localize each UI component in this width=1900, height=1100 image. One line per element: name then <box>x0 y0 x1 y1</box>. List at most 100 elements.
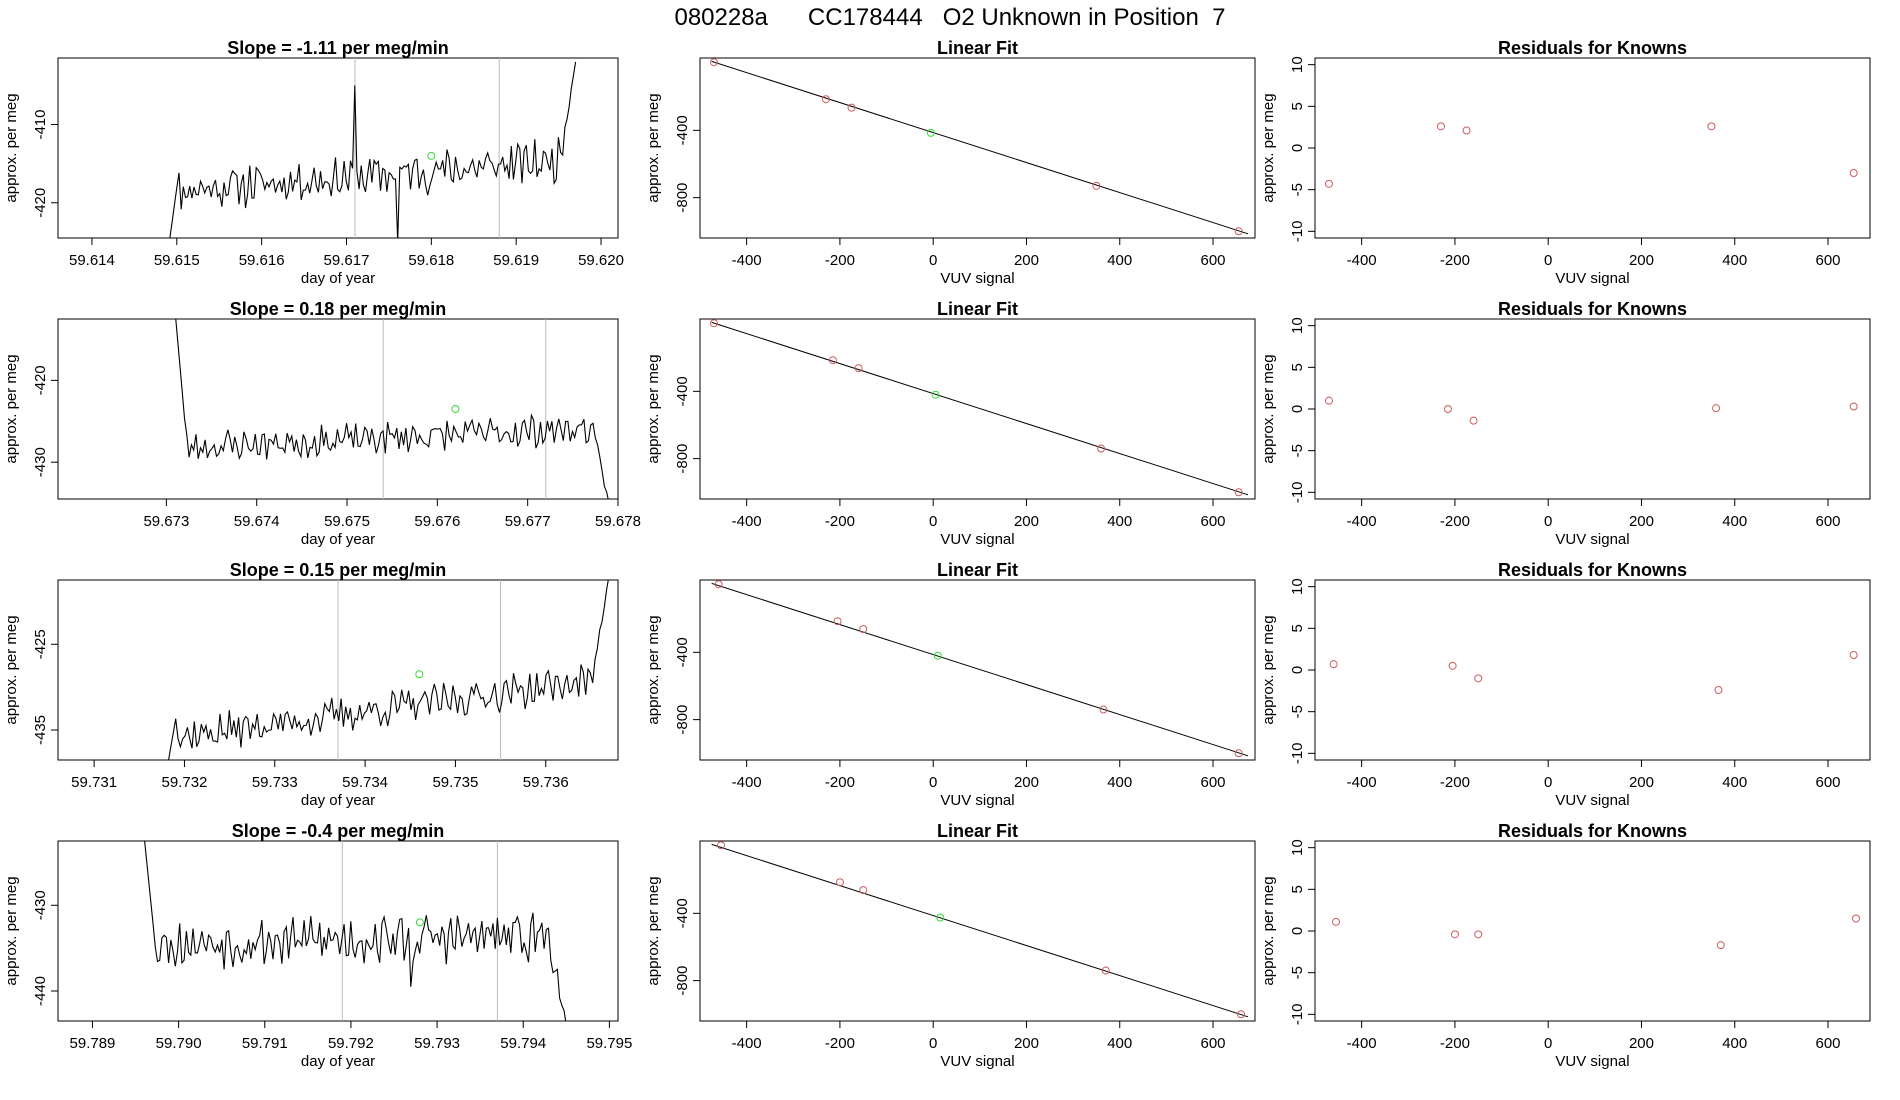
x-tick-label: 400 <box>1107 513 1132 530</box>
known-point <box>1474 674 1483 683</box>
fit-line <box>711 843 1249 1018</box>
x-tick-label: 59.678 <box>595 513 641 530</box>
x-tick-label: 59.791 <box>242 1035 288 1052</box>
y-axis-label: approx. per meg <box>645 876 662 985</box>
y-tick-label: -5 <box>1289 444 1306 457</box>
x-tick-label: 400 <box>1722 513 1747 530</box>
fit-line <box>711 582 1249 757</box>
plot-frame <box>699 318 1256 500</box>
x-tick-label: -200 <box>1440 513 1470 530</box>
y-tick-label: -10 <box>1289 742 1306 764</box>
plot-frame <box>1314 318 1871 500</box>
y-tick-label: -400 <box>674 115 691 145</box>
plot-area <box>1324 122 1858 188</box>
known-point <box>1849 651 1858 659</box>
panel-residuals-row4: Residuals for Knowns VUV signal approx. pe… <box>1260 821 1871 1070</box>
x-tick-label: 600 <box>1201 513 1226 530</box>
y-axis-label: approx. per meg <box>645 615 662 724</box>
known-point <box>847 103 856 112</box>
y-axis-label: approx. per meg <box>3 93 20 202</box>
cylinder-id: CC178444 <box>807 4 923 31</box>
x-tick-label: 200 <box>1014 252 1039 269</box>
known-point <box>854 364 863 373</box>
y-axis-label: approx. per meg <box>1260 354 1277 463</box>
panel-linear_fit-row4: Linear Fit VUV signal approx. per meg -400 -… <box>645 821 1256 1070</box>
x-tick-label: 600 <box>1816 774 1841 791</box>
x-axis-label: day of year <box>301 1053 375 1070</box>
x-tick-label: -400 <box>1347 774 1377 791</box>
x-tick-label: 59.732 <box>162 774 208 791</box>
x-tick-label: 59.675 <box>324 513 370 530</box>
known-point <box>709 319 718 328</box>
panel-title: Slope = -1.11 per meg/min <box>227 38 449 58</box>
y-tick-label: -10 <box>1289 1003 1306 1025</box>
plot-frame <box>57 318 619 500</box>
known-point <box>1852 914 1861 923</box>
y-axis-label: approx. per meg <box>645 93 662 202</box>
unknown-point <box>451 405 460 413</box>
x-tick-label: 400 <box>1107 252 1132 269</box>
x-tick-label: 600 <box>1201 1035 1226 1052</box>
plot-frame <box>1314 579 1871 761</box>
y-tick-label: -400 <box>674 376 691 406</box>
x-tick-label: 59.792 <box>328 1035 374 1052</box>
x-tick-label: 59.795 <box>586 1035 632 1052</box>
unknown-point <box>415 918 424 927</box>
x-tick-label: 0 <box>1544 513 1552 530</box>
x-tick-label: -200 <box>825 513 855 530</box>
plot-frame <box>57 840 619 1022</box>
known-point <box>821 95 830 104</box>
y-tick-label: 10 <box>1289 578 1306 595</box>
x-tick-label: 200 <box>1629 513 1654 530</box>
x-tick-label: 200 <box>1014 1035 1039 1052</box>
panel-linear_fit-row1: Linear Fit VUV signal approx. per meg -400 -… <box>645 38 1256 287</box>
known-point <box>828 356 837 365</box>
x-tick-label: -200 <box>1440 252 1470 269</box>
known-point <box>859 886 868 895</box>
plot-area <box>1329 651 1858 694</box>
x-tick-label: -400 <box>732 252 762 269</box>
known-point <box>1097 444 1106 453</box>
series-line <box>144 841 567 1021</box>
known-point <box>1099 705 1108 714</box>
x-tick-label: 0 <box>1544 1035 1552 1052</box>
known-point <box>1234 749 1243 758</box>
series-line <box>175 319 609 499</box>
unknown-point <box>427 151 436 160</box>
panel-linear_fit-row3: Linear Fit VUV signal approx. per meg -400 -… <box>645 560 1256 809</box>
x-tick-label: 59.614 <box>69 252 115 269</box>
y-tick-label: 0 <box>1289 405 1306 413</box>
y-tick-label: -435 <box>32 715 49 745</box>
plot-area <box>711 580 1249 758</box>
y-axis-label: approx. per meg <box>1260 93 1277 202</box>
y-tick-label: -800 <box>674 444 691 474</box>
x-tick-label: 59.617 <box>324 252 370 269</box>
y-tick-label: -800 <box>674 966 691 996</box>
panel-timeseries-row1: Slope = -1.11 per meg/min day of year appr… <box>3 38 624 287</box>
x-tick-label: -200 <box>1440 1035 1470 1052</box>
y-tick-label: -420 <box>32 365 49 395</box>
known-point <box>833 617 842 626</box>
x-tick-label: 59.674 <box>234 513 280 530</box>
y-tick-label: 5 <box>1289 102 1306 110</box>
y-axis-label: approx. per meg <box>3 354 20 463</box>
x-tick-label: -400 <box>1347 252 1377 269</box>
page-title: 080228a CC178444 O2 Unknown in Position … <box>0 4 1900 32</box>
plot-area <box>1331 914 1861 950</box>
x-tick-label: 59.677 <box>505 513 551 530</box>
series-line <box>168 580 609 760</box>
x-tick-label: -400 <box>1347 513 1377 530</box>
y-tick-label: -440 <box>32 976 49 1006</box>
x-tick-label: 600 <box>1201 774 1226 791</box>
x-tick-label: 59.793 <box>414 1035 460 1052</box>
x-tick-label: 0 <box>929 513 937 530</box>
y-axis-label: approx. per meg <box>645 354 662 463</box>
x-tick-label: 600 <box>1816 252 1841 269</box>
known-point <box>1450 930 1459 939</box>
known-point <box>1331 917 1340 926</box>
panel-title: Residuals for Knowns <box>1498 821 1687 841</box>
y-tick-label: -5 <box>1289 705 1306 718</box>
unknown-point <box>936 913 945 922</box>
known-point <box>859 625 868 634</box>
x-axis-label: day of year <box>301 531 375 548</box>
